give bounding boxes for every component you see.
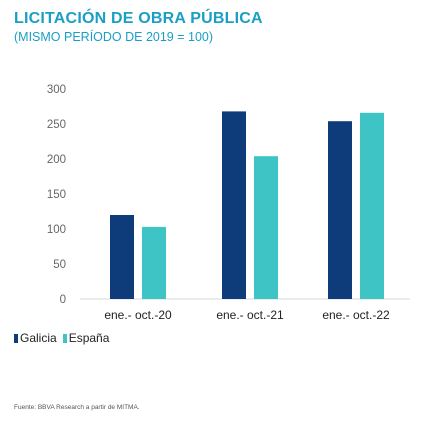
legend-item-espana: España	[62, 331, 110, 345]
x-tick-label: ene.- oct.-20	[104, 308, 172, 322]
y-axis: 0 50 100 150 200 250 300	[47, 84, 66, 306]
x-tick-label: ene.- oct.-22	[322, 308, 390, 322]
y-tick-label: 0	[60, 294, 66, 306]
chart-subtitle: (MISMO PERÍODO DE 2019 = 100)	[14, 30, 214, 44]
y-tick-label: 100	[47, 224, 66, 236]
x-axis: ene.- oct.-20 ene.- oct.-21 ene.- oct.-22	[104, 308, 390, 322]
bar-espana-3	[360, 112, 384, 299]
legend-swatch-espana	[62, 333, 67, 343]
legend-label-galicia: Galicia	[20, 331, 57, 345]
y-tick-label: 200	[47, 154, 66, 166]
chart-title: LICITACIÓN DE OBRA PÚBLICA	[14, 10, 263, 27]
bar-galicia-1	[110, 215, 134, 299]
legend-label-espana: España	[68, 331, 110, 345]
legend-swatch-galicia	[14, 333, 18, 343]
y-tick-label: 150	[47, 189, 66, 201]
source-note: Fuente: BBVA Research a partir de MITMA.	[14, 404, 140, 411]
legend-item-galicia: Galicia	[14, 331, 57, 345]
legend: Galicia España	[14, 331, 115, 345]
bar-espana-2	[254, 156, 278, 299]
bar-galicia-2	[222, 111, 246, 300]
y-tick-label: 300	[47, 84, 66, 96]
y-tick-label: 50	[53, 259, 66, 271]
bar-galicia-3	[328, 121, 352, 299]
bar-espana-1	[142, 226, 166, 299]
x-tick-label: ene.- oct.-21	[216, 308, 284, 322]
bars-group	[110, 111, 384, 300]
y-tick-label: 250	[47, 119, 66, 131]
